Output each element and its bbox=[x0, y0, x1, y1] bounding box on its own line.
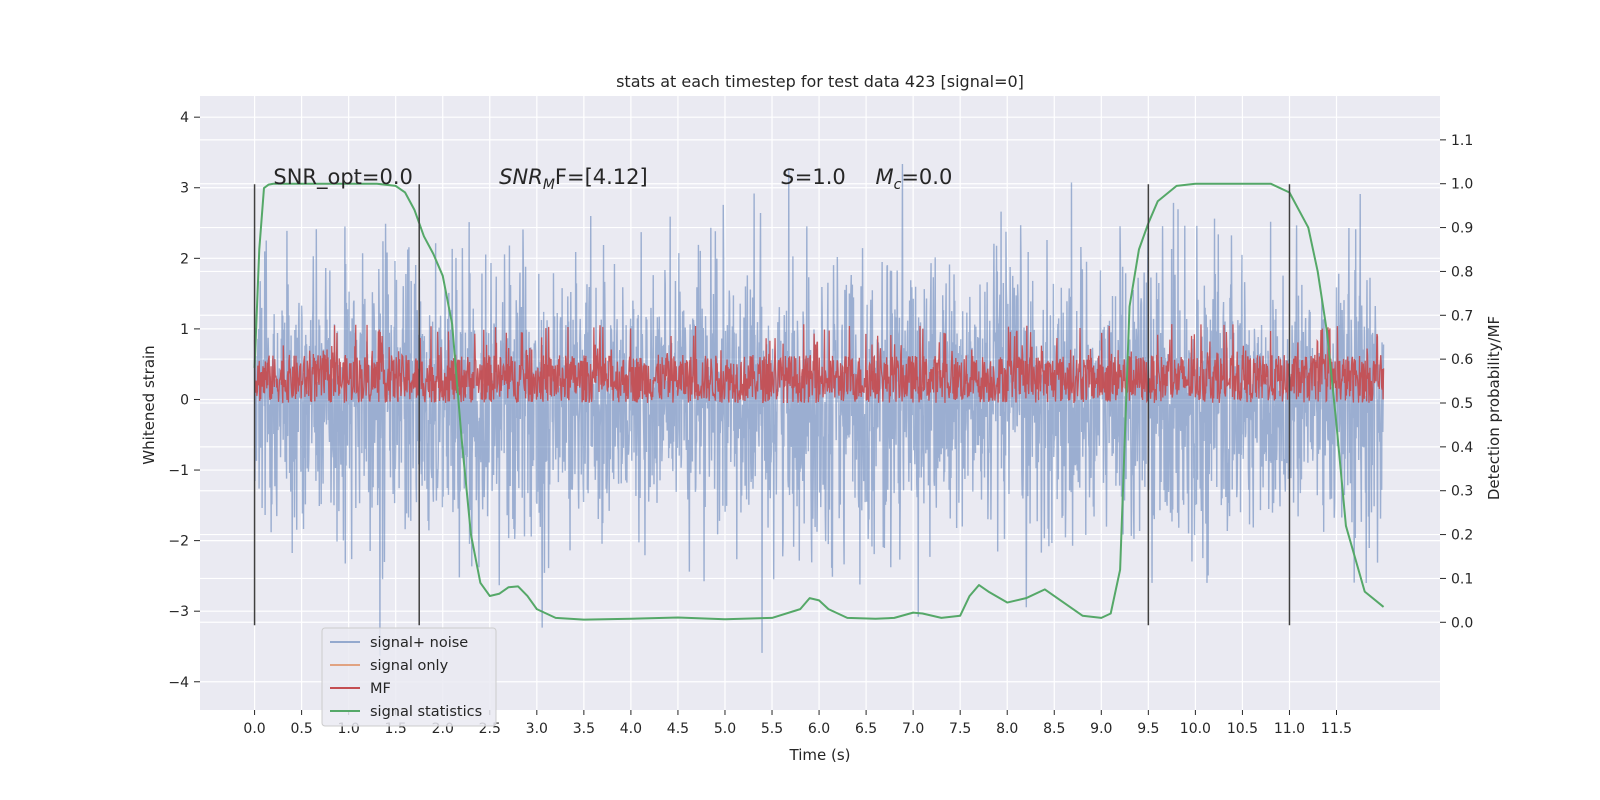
annotation-snr-mf: SNRMF=[4.12] bbox=[499, 165, 648, 193]
x-tick-label: 10.5 bbox=[1227, 721, 1258, 737]
y2-tick-label: 1.0 bbox=[1451, 177, 1473, 193]
x-tick-label: 9.0 bbox=[1090, 721, 1112, 737]
y2-tick-label: 0.5 bbox=[1451, 396, 1473, 412]
y-tick-label: −2 bbox=[168, 534, 189, 550]
legend-label: MF bbox=[370, 681, 391, 697]
x-tick-label: 7.0 bbox=[902, 721, 924, 737]
signal-statistics-line bbox=[253, 182, 1385, 621]
y2-axis-ticks: 0.0 0.1 0.2 0.3 0.4 0.5 0.6 0.7 0.8 0.9 1.0 1.1 bbox=[1440, 133, 1473, 631]
annotation-snr-opt: SNR_opt=0.0 bbox=[273, 165, 413, 190]
x-tick-label: 6.0 bbox=[808, 721, 830, 737]
y-tick-label: 1 bbox=[180, 322, 189, 338]
x-tick-label: 3.0 bbox=[526, 721, 548, 737]
annotation-mc: Mc=0.0 bbox=[876, 165, 953, 193]
x-tick-label: 4.0 bbox=[620, 721, 642, 737]
y2-tick-label: 0.0 bbox=[1451, 615, 1473, 631]
x-tick-label: 5.0 bbox=[714, 721, 736, 737]
y-tick-label: 0 bbox=[180, 392, 189, 408]
x-tick-label: 3.5 bbox=[573, 721, 595, 737]
y-axis-ticks: −4 −3 −2 −1 0 1 2 3 4 bbox=[168, 110, 200, 691]
legend-box bbox=[321, 627, 497, 727]
x-tick-label: 0.0 bbox=[243, 721, 265, 737]
mf-series bbox=[253, 324, 1385, 404]
signal-noise-series bbox=[253, 163, 1385, 656]
y-tick-label: −3 bbox=[168, 604, 189, 620]
legend-label: signal statistics bbox=[370, 704, 482, 720]
x-tick-label: 4.5 bbox=[667, 721, 689, 737]
chart-title: stats at each timestep for test data 423… bbox=[616, 72, 1024, 91]
y2-tick-label: 1.1 bbox=[1451, 133, 1473, 149]
y-tick-label: 4 bbox=[180, 110, 189, 126]
y-axis-label: Whitened strain bbox=[140, 345, 158, 464]
signal-statistics-series bbox=[253, 182, 1385, 621]
x-tick-label: 9.5 bbox=[1137, 721, 1159, 737]
y-tick-label: 2 bbox=[180, 251, 189, 267]
y2-tick-label: 0.9 bbox=[1451, 221, 1473, 237]
x-tick-label: 10.0 bbox=[1180, 721, 1211, 737]
y2-tick-label: 0.3 bbox=[1451, 484, 1473, 500]
y2-axis-label: Detection probability/MF bbox=[1485, 316, 1503, 500]
y2-tick-label: 0.4 bbox=[1451, 440, 1473, 456]
legend: signal+ noise signal only MF signal statist… bbox=[321, 627, 497, 727]
y2-tick-label: 0.1 bbox=[1451, 571, 1473, 587]
annotations: SNR_opt=0.0 SNRMF=[4.12] S=1.0 Mc=0.0 bbox=[273, 165, 952, 193]
y2-tick-label: 0.7 bbox=[1451, 308, 1473, 324]
x-tick-label: 0.5 bbox=[290, 721, 312, 737]
x-tick-label: 7.5 bbox=[949, 721, 971, 737]
signal-noise-line bbox=[253, 163, 1385, 656]
x-tick-label: 6.5 bbox=[855, 721, 877, 737]
x-tick-label: 11.5 bbox=[1321, 721, 1352, 737]
y-tick-label: −1 bbox=[168, 463, 189, 479]
annotation-s: S=1.0 bbox=[781, 165, 845, 189]
mf-line bbox=[253, 324, 1385, 404]
x-tick-label: 11.0 bbox=[1274, 721, 1305, 737]
y2-tick-label: 0.6 bbox=[1451, 352, 1473, 368]
x-tick-label: 8.0 bbox=[996, 721, 1018, 737]
y2-tick-label: 0.2 bbox=[1451, 528, 1473, 544]
y-tick-label: 3 bbox=[180, 181, 189, 197]
x-axis-label: Time (s) bbox=[789, 746, 851, 764]
legend-label: signal+ noise bbox=[370, 635, 468, 651]
legend-label: signal only bbox=[370, 658, 449, 674]
x-tick-label: 8.5 bbox=[1043, 721, 1065, 737]
y-tick-label: −4 bbox=[168, 675, 189, 691]
x-tick-label: 5.5 bbox=[761, 721, 783, 737]
y2-tick-label: 0.8 bbox=[1451, 264, 1473, 280]
segment-markers bbox=[253, 184, 1291, 626]
